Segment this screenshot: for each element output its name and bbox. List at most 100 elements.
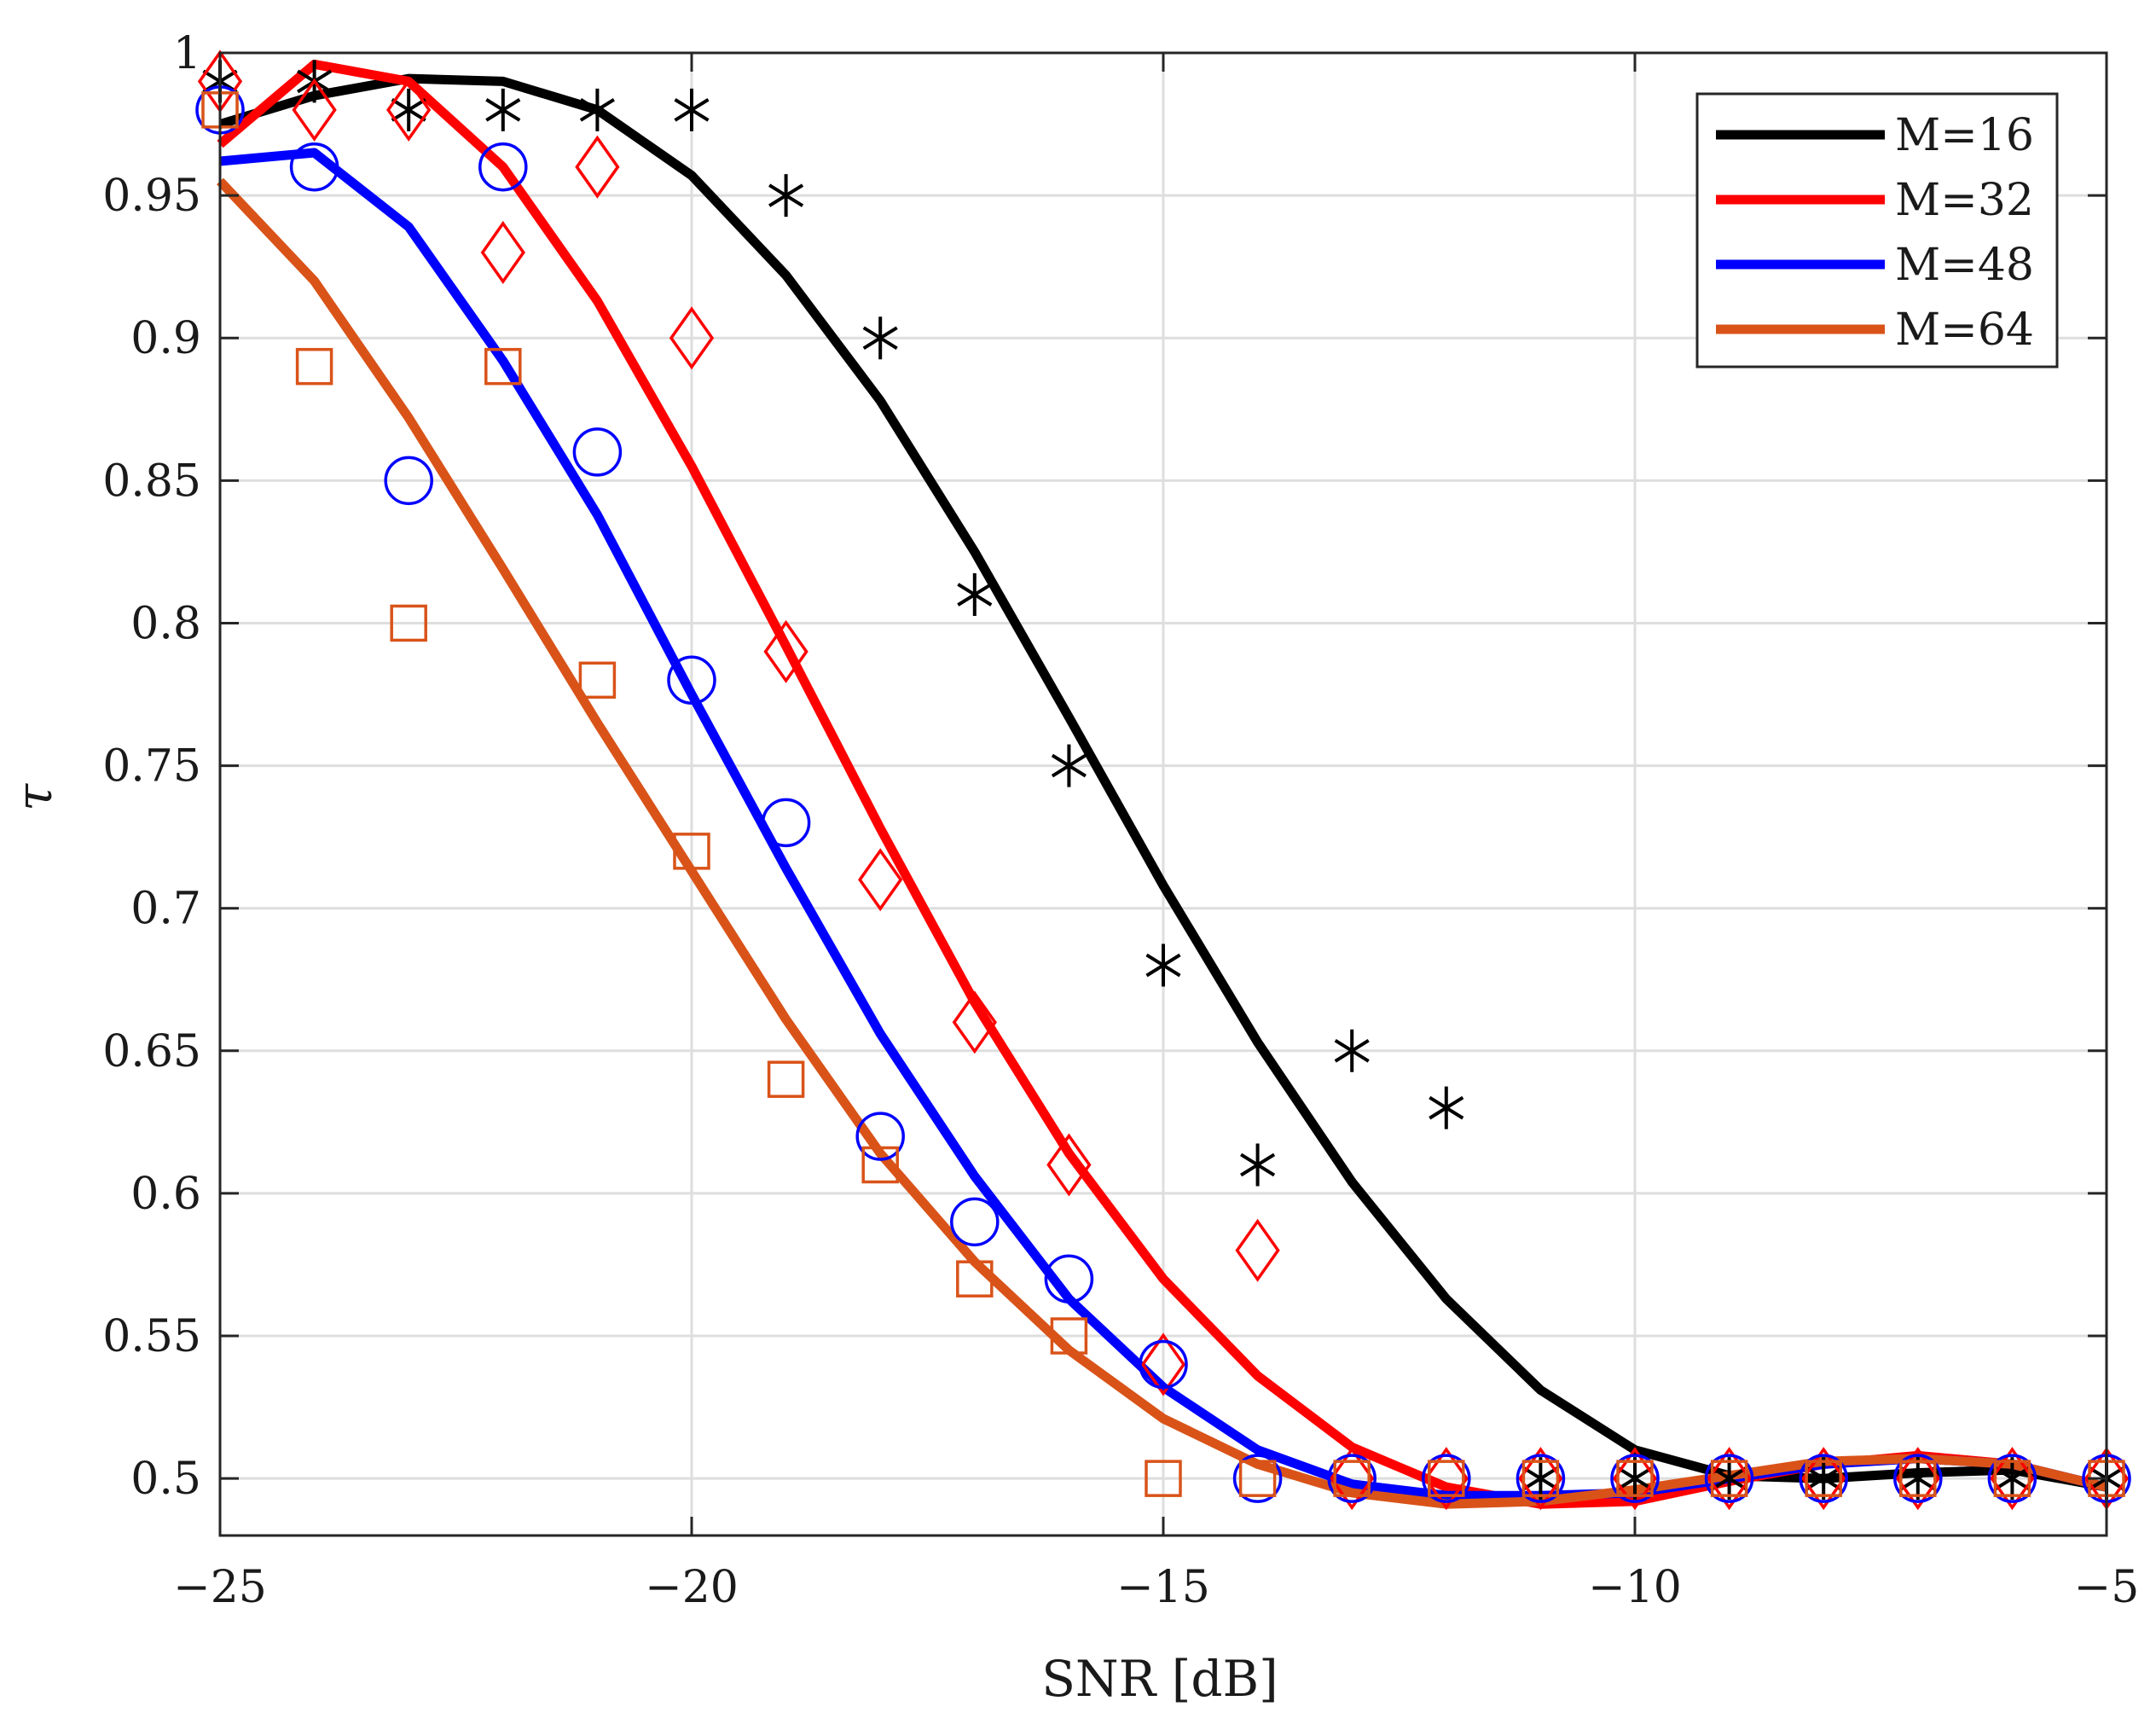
data-point-m-16 <box>768 174 804 218</box>
data-point-m-32 <box>952 990 997 1054</box>
y-tick-label: 0.7 <box>130 884 201 935</box>
data-point-m-16 <box>1240 1143 1276 1187</box>
data-point-m-32 <box>1707 1447 1752 1511</box>
data-point-m-16 <box>1805 1457 1841 1501</box>
data-point-m-32 <box>292 78 337 142</box>
data-point-m-16 <box>391 88 426 131</box>
y-tick-label: 0.9 <box>130 313 201 364</box>
data-point-m-48 <box>761 798 811 848</box>
data-point-m-32 <box>1423 1447 1469 1511</box>
data-point-m-48 <box>1987 1454 2037 1503</box>
data-point-m-64 <box>1238 1460 1277 1497</box>
data-point-m-48 <box>1610 1454 1660 1503</box>
y-tick-label: 0.6 <box>130 1169 201 1220</box>
data-point-m-48 <box>1704 1454 1754 1503</box>
data-point-m-32 <box>1140 1332 1186 1396</box>
data-point-m-32 <box>1612 1447 1658 1511</box>
y-tick-label: 0.55 <box>102 1311 201 1362</box>
data-point-m-16 <box>1145 943 1181 987</box>
y-axis-label: τ <box>5 783 63 811</box>
grid <box>220 53 2107 1536</box>
data-point-m-64 <box>1333 1460 1371 1497</box>
legend-label-m-64: M=64 <box>1895 305 2034 356</box>
tick-labels: −25 −20 −15 −10 −5 0.5 0.55 0.6 0.65 0.7 0.75 0.8 0.… <box>102 28 2139 1613</box>
data-point-m-64 <box>673 833 710 870</box>
data-point-m-16 <box>957 573 993 617</box>
data-point-m-16 <box>579 88 615 131</box>
x-tick-label: −15 <box>1116 1562 1210 1613</box>
data-point-m-48 <box>1799 1454 1848 1503</box>
data-point-m-32 <box>386 78 432 142</box>
data-point-m-64 <box>1993 1460 2031 1497</box>
plot-frame <box>218 51 2108 1537</box>
data-point-m-16 <box>1334 1029 1370 1072</box>
data-point-m-16 <box>674 88 710 131</box>
y-tick-label: 1 <box>173 28 201 79</box>
data-point-m-32 <box>1895 1447 1940 1511</box>
data-point-m-48 <box>950 1197 1000 1247</box>
data-point-m-64 <box>861 1146 899 1184</box>
y-tick-label: 0.65 <box>102 1026 201 1077</box>
x-tick-label: −10 <box>1588 1562 1682 1613</box>
data-point-m-16 <box>862 316 898 360</box>
data-point-m-48 <box>384 456 433 506</box>
data-point-m-64 <box>578 661 617 700</box>
data-point-m-32 <box>1330 1447 1375 1511</box>
legend-label-m-32: M=32 <box>1895 175 2034 226</box>
data-point-m-48 <box>1893 1454 1943 1503</box>
data-point-m-32 <box>1518 1447 1563 1511</box>
data-point-m-64 <box>390 604 427 642</box>
data-point-m-48 <box>289 142 339 192</box>
data-point-m-48 <box>1232 1454 1283 1503</box>
y-tick-label: 0.75 <box>102 741 201 792</box>
x-tick-label: −25 <box>173 1562 267 1613</box>
legend: M=16 M=32 M=48 M=64 <box>1695 92 2059 369</box>
data-point-m-16 <box>1900 1457 1936 1501</box>
data-point-m-48 <box>1139 1339 1188 1390</box>
data-point-m-16 <box>485 88 521 131</box>
data-point-m-48 <box>1422 1454 1471 1503</box>
axes <box>218 51 2108 1537</box>
data-point-m-64 <box>1428 1460 1465 1497</box>
data-point-m-16 <box>1429 1086 1464 1129</box>
data-point-m-32 <box>1046 1133 1092 1197</box>
y-tick-label: 0.85 <box>102 456 201 507</box>
data-point-m-64 <box>1050 1317 1088 1355</box>
data-point-m-32 <box>669 306 715 370</box>
data-point-m-64 <box>767 1060 805 1098</box>
data-point-m-48 <box>1516 1454 1566 1503</box>
data-point-m-48 <box>667 655 716 705</box>
data-point-m-48 <box>1327 1454 1376 1503</box>
data-point-m-64 <box>1805 1460 1842 1497</box>
data-point-m-32 <box>858 848 903 912</box>
y-tick-label: 0.8 <box>130 598 201 649</box>
data-point-m-16 <box>1522 1457 1558 1501</box>
data-point-m-32 <box>575 135 620 199</box>
y-tick-label: 0.5 <box>130 1454 201 1505</box>
data-point-m-64 <box>1145 1460 1182 1497</box>
data-point-m-16 <box>1051 744 1087 787</box>
data-point-m-16 <box>1617 1457 1653 1501</box>
data-point-m-64 <box>1521 1460 1560 1497</box>
data-point-m-64 <box>295 347 333 386</box>
data-point-m-48 <box>572 427 623 477</box>
data-point-m-64 <box>1616 1460 1654 1497</box>
data-point-m-64 <box>484 347 522 386</box>
data-point-m-32 <box>1235 1218 1280 1282</box>
legend-label-m-48: M=48 <box>1895 240 2034 291</box>
data-point-m-64 <box>956 1260 994 1298</box>
y-tick-label: 0.95 <box>102 171 201 222</box>
series-line-m-16 <box>218 73 2107 1492</box>
data-point-m-48 <box>478 142 528 192</box>
data-point-m-64 <box>1710 1460 1748 1497</box>
series-group <box>217 59 2108 1509</box>
data-point-m-48 <box>855 1112 905 1161</box>
data-point-m-16 <box>1712 1457 1747 1501</box>
data-point-m-32 <box>480 220 525 284</box>
x-tick-label: −20 <box>645 1562 739 1613</box>
data-point-m-32 <box>1990 1447 2035 1511</box>
series-line-m-64 <box>217 177 2108 1509</box>
x-axis-label: SNR [dB] <box>1041 1650 1278 1708</box>
